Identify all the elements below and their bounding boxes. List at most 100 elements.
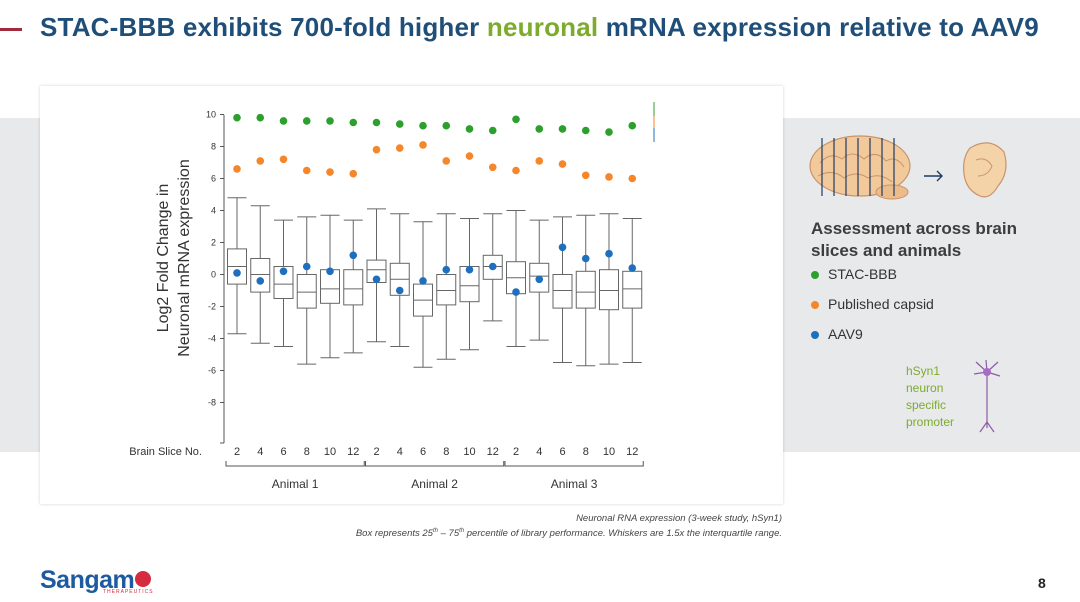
x-tick-label: 8 (583, 446, 589, 458)
slice-lines (821, 138, 895, 196)
assessment-line1: Assessment across brain (811, 219, 1017, 238)
title-part2: mRNA expression relative to AAV9 (598, 12, 1039, 42)
arrow-right-icon (924, 170, 943, 182)
y-tick-label: 10 (206, 110, 216, 120)
caption-line1: Neuronal RNA expression (3-week study, h… (576, 513, 782, 524)
right-panel: Assessment across brain slices and anima… (800, 118, 1080, 452)
point-aav9 (442, 265, 451, 274)
point-stac-bbb (512, 115, 520, 124)
point-aav9 (256, 277, 265, 285)
x-tick-label: 12 (487, 446, 499, 458)
point-aav9 (465, 265, 474, 274)
point-published-capsid (279, 155, 288, 164)
brain-illustration (809, 135, 1007, 200)
x-tick-label: 8 (304, 446, 310, 458)
point-published-capsid (395, 144, 404, 152)
group-label: Animal 3 (551, 477, 598, 491)
neuron-icon (973, 359, 1001, 433)
caption-sup-b: th (459, 528, 465, 534)
iqr-box (622, 270, 643, 309)
title-part1: STAC-BBB exhibits 700-fold higher (40, 12, 487, 42)
point-published-capsid (558, 160, 567, 168)
group-label: Animal 2 (411, 477, 458, 491)
x-tick-label: 4 (397, 446, 403, 458)
point-stac-bbb (302, 117, 311, 125)
y-axis-label-line1: Log2 Fold Change in (155, 184, 172, 333)
point-stac-bbb (372, 118, 381, 127)
point-aav9 (581, 254, 590, 263)
iqr-box (273, 266, 294, 299)
point-published-capsid (488, 163, 497, 172)
y-tick-label: 2 (211, 238, 216, 248)
point-aav9 (395, 286, 404, 295)
iqr-box (599, 269, 619, 311)
title-highlight: neuronal (486, 12, 599, 42)
point-stac-bbb (581, 126, 590, 135)
promoter-line: hSyn1 (906, 364, 941, 378)
point-aav9 (605, 249, 613, 258)
point-aav9 (512, 288, 520, 296)
point-published-capsid (349, 169, 358, 178)
caption-line2: Box represents 25th – 75th percentile of… (356, 528, 782, 539)
group-label: Animal 1 (272, 477, 319, 491)
point-aav9 (419, 277, 427, 285)
point-stac-bbb (256, 113, 265, 122)
group-bracket (225, 461, 365, 467)
iqr-box (552, 274, 573, 309)
point-stac-bbb (442, 121, 451, 130)
page-number: 8 (1038, 575, 1046, 591)
x-tick-label: 2 (234, 446, 240, 458)
group-bracket (365, 461, 505, 467)
x-tick-label: 2 (373, 446, 379, 458)
point-published-capsid (512, 166, 520, 175)
point-aav9 (349, 251, 358, 260)
iqr-box (436, 274, 457, 306)
point-stac-bbb (326, 117, 334, 125)
x-tick-label: 6 (420, 446, 426, 458)
y-tick-label: 0 (211, 270, 216, 280)
point-aav9 (558, 243, 567, 252)
x-tick-label: 10 (463, 446, 475, 458)
point-stac-bbb (605, 128, 613, 136)
legend-dot-green (811, 271, 819, 279)
y-tick-label: 6 (211, 174, 216, 184)
y-tick-label: 4 (211, 206, 216, 216)
point-published-capsid (302, 166, 311, 175)
y-tick-label: -6 (208, 366, 216, 376)
promoter-label: hSyn1 neuron specific promoter (906, 363, 976, 431)
point-aav9 (279, 267, 288, 276)
logo-subtext: THERAPEUTICS (103, 589, 154, 595)
iqr-box (250, 258, 271, 293)
point-aav9 (326, 267, 334, 276)
point-aav9 (233, 269, 241, 277)
point-stac-bbb (233, 113, 241, 122)
x-tick-label: 10 (324, 446, 336, 458)
point-stac-bbb (558, 125, 567, 133)
point-aav9 (535, 275, 544, 284)
point-published-capsid (256, 157, 265, 165)
x-tick-label: 12 (626, 446, 638, 458)
point-stac-bbb (279, 117, 288, 125)
legend-label: Published capsid (828, 296, 934, 312)
point-stac-bbb (419, 121, 427, 130)
promoter-line: promoter (906, 415, 955, 429)
point-stac-bbb (395, 120, 404, 128)
point-aav9 (628, 264, 637, 272)
point-aav9 (302, 262, 311, 271)
x-axis-label: Brain Slice No. (129, 446, 202, 458)
y-axis-label-line2: Neuronal mRNA expression (176, 159, 193, 356)
y-tick-label: -8 (208, 398, 216, 408)
y-tick-label: 8 (211, 142, 216, 152)
title-accent-bar (0, 28, 22, 31)
caption-text-b: – 75 (437, 528, 460, 540)
caption-text-a: Box represents 25 (355, 528, 433, 540)
x-tick-label: 2 (513, 446, 519, 458)
point-stac-bbb (465, 125, 474, 133)
chart-card: -8 -6 -4 -2 0 2 4 6 8 10 Log2 Fold Change in Neuron… (40, 86, 783, 504)
whole-brain-icon (809, 135, 911, 200)
assessment-heading: Assessment across brain slices and anima… (811, 218, 1071, 262)
point-published-capsid (465, 152, 474, 160)
iqr-box (575, 270, 596, 309)
point-published-capsid (372, 145, 381, 154)
point-published-capsid (535, 157, 544, 165)
